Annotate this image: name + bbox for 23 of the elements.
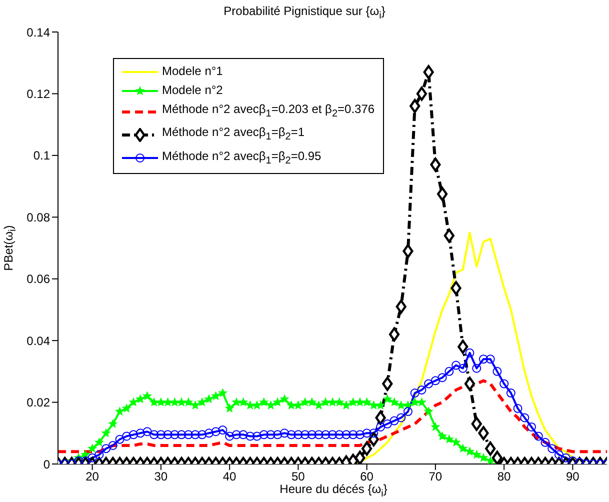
x-tick-label: 40 xyxy=(222,470,237,484)
legend-label: Méthode n°2 avecβ$_{1}$=0.203 et β$_{2}$=0.376 xyxy=(162,101,375,122)
legend-label: Méthode n°2 avecβ$_{1}$=β$_{2}$=0.95 xyxy=(162,148,322,168)
x-tick-label: 50 xyxy=(292,470,306,484)
legend-label: Méthode n°2 avecβ$_{1}$=β$_{2}$=1 xyxy=(162,124,304,145)
y-tick-label: 0.04 xyxy=(26,334,50,348)
y-tick-label: 0.1 xyxy=(33,148,50,163)
chart-title: Probabilité Pignistique sur {ω$_{i}$} xyxy=(222,4,386,22)
x-tick-label: 70 xyxy=(428,470,442,484)
x-tick-label: 30 xyxy=(154,470,168,484)
y-tick-label: 0.02 xyxy=(26,396,50,410)
y-tick-label: 0.12 xyxy=(26,86,50,101)
y-tick-label: 0.08 xyxy=(26,210,50,224)
y-tick-label: 0.06 xyxy=(26,272,50,286)
x-tick-label: 60 xyxy=(360,470,374,484)
x-tick-label: 90 xyxy=(566,470,580,484)
y-tick-label: 0.14 xyxy=(26,25,50,40)
x-axis-title: Heure du décés {ω$_{i}$} xyxy=(278,482,388,500)
x-tick-label: 80 xyxy=(497,470,512,484)
x-tick-label: 20 xyxy=(86,470,100,484)
legend-label: Modele n°2 xyxy=(162,82,223,99)
y-tick-label: 0 xyxy=(43,457,50,472)
legend-label: Modele n°1 xyxy=(162,63,223,80)
